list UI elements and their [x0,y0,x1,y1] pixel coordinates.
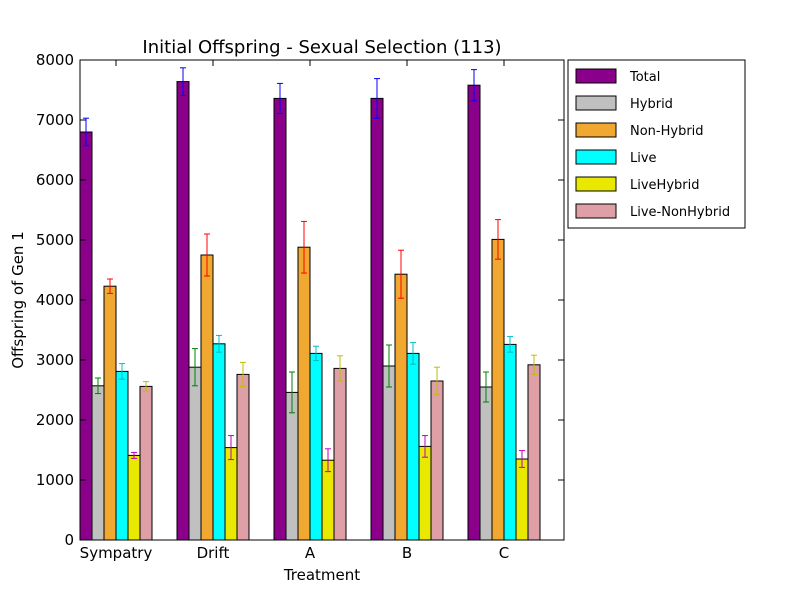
y-tick-label-4: 4000 [36,291,74,309]
x-tick-label-2: A [305,544,316,562]
bar-4-1 [224,447,238,541]
error-bar-5-3 [434,366,440,396]
error-bar-4-3 [422,435,428,458]
error-bar-3-4 [507,336,513,353]
bar-0-1 [176,81,190,541]
error-bar-2-2 [301,220,307,274]
legend-swatch-3 [575,149,617,165]
bar-0-4 [467,84,481,541]
error-bar-3-2 [313,345,319,362]
error-bar-4-2 [325,448,331,473]
legend-label-0: Total [629,70,660,85]
error-bar-0-2 [277,82,283,114]
legend-swatch-0 [575,68,617,84]
bar-2-2 [297,246,311,541]
x-tick-label-0: Sympatry [80,544,153,562]
legend-swatch-5 [575,203,617,219]
legend-label-5: Live-NonHybrid [630,205,730,220]
error-bar-1-2 [289,371,295,414]
error-bar-2-3 [398,249,404,299]
bar-1-4 [479,386,493,541]
legend-swatch-1 [575,95,617,111]
y-axis: 0 1000 2000 3000 4000 5000 6000 7000 8000 [36,51,564,549]
y-tick-label-3: 3000 [36,351,74,369]
error-bar-5-2 [337,355,343,382]
error-bar-0-0 [83,117,89,147]
error-bar-3-1 [216,334,222,353]
error-bar-3-3 [410,342,416,365]
bar-5-2 [333,367,347,541]
y-tick-label-6: 6000 [36,171,74,189]
legend-frame [567,59,746,229]
bar-3-1 [212,343,226,541]
x-axis: Sympatry Drift A B C [80,60,509,562]
y-tick-label-5: 5000 [36,231,74,249]
error-bar-2-0 [107,278,113,294]
error-bar-2-1 [204,233,210,277]
error-bar-0-4 [471,69,477,102]
bar-4-3 [418,445,432,541]
error-bar-1-1 [192,348,198,387]
y-tick-label-1: 1000 [36,471,74,489]
legend-label-2: Non-Hybrid [630,124,704,139]
error-bar-3-0 [119,363,125,380]
x-tick-label-3: B [402,544,412,562]
error-bar-2-4 [495,219,501,260]
x-axis-label: Treatment [283,566,360,584]
error-bar-0-3 [374,78,380,119]
y-tick-label-0: 0 [64,531,74,549]
bar-0-0 [79,131,93,541]
error-bar-5-1 [240,361,246,387]
error-bar-0-1 [180,67,186,96]
bar-2-4 [491,238,505,541]
error-bar-1-4 [483,371,489,403]
error-bar-5-4 [531,354,537,375]
bar-1-3 [382,365,396,541]
bar-3-2 [309,352,323,541]
bar-2-0 [103,285,117,541]
bar-1-2 [285,391,299,541]
error-bar-5-0 [143,381,149,392]
bars-layer [79,81,541,541]
bar-5-1 [236,373,250,541]
legend-label-1: Hybrid [630,97,673,112]
legend-swatch-4 [575,176,617,192]
x-tick-label-1: Drift [197,544,230,562]
bar-4-2 [321,459,335,541]
bar-1-0 [91,385,105,541]
chart-title: Initial Offspring - Sexual Selection (11… [142,37,501,58]
bar-0-2 [273,97,287,541]
bar-1-1 [188,366,202,541]
x-tick-label-4: C [499,544,509,562]
bar-0-3 [370,97,384,541]
error-bar-4-0 [131,451,137,459]
bar-4-4 [515,458,529,541]
error-bar-4-1 [228,435,234,461]
legend: Total Hybrid Non-Hybrid Live LiveHybrid Live-… [567,59,746,229]
legend-label-4: LiveHybrid [630,178,699,193]
error-bars-layer [83,67,537,473]
legend-label-3: Live [630,151,657,166]
bar-2-3 [394,273,408,541]
y-tick-label-8: 8000 [36,51,74,69]
error-bar-1-0 [95,377,101,395]
bar-2-1 [200,254,214,541]
bar-3-3 [406,352,420,541]
bar-4-0 [127,454,141,541]
legend-swatch-2 [575,122,617,138]
y-axis-label: Offspring of Gen 1 [9,231,27,369]
bar-3-0 [115,370,129,541]
y-tick-label-7: 7000 [36,111,74,129]
bar-5-0 [139,385,153,541]
y-tick-label-2: 2000 [36,411,74,429]
bar-3-4 [503,343,517,541]
error-bar-4-4 [519,450,525,468]
bar-5-3 [430,380,444,541]
error-bar-1-3 [386,344,392,388]
bar-5-4 [527,364,541,541]
